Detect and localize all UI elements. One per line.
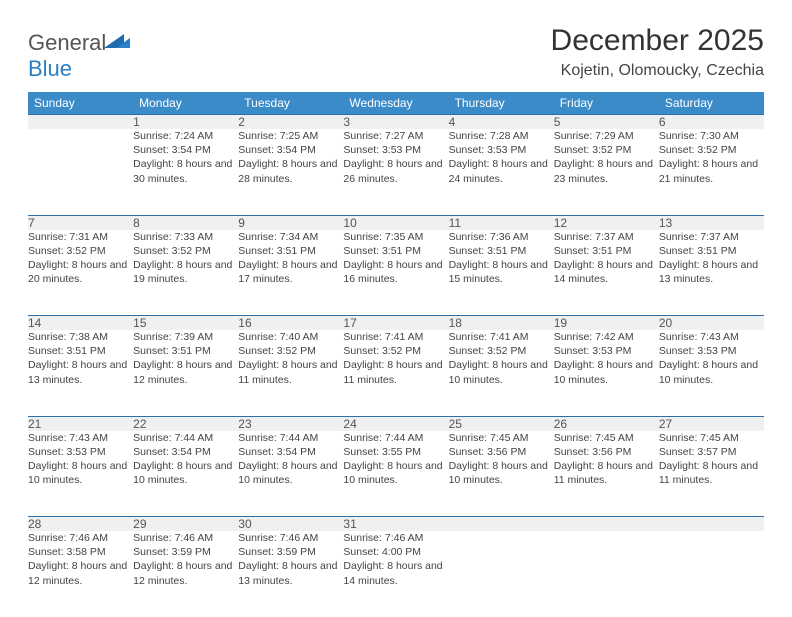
day-content-cell: Sunrise: 7:44 AMSunset: 3:55 PMDaylight:… xyxy=(343,431,448,517)
day-content-cell: Sunrise: 7:44 AMSunset: 3:54 PMDaylight:… xyxy=(238,431,343,517)
brand-part1: General xyxy=(28,30,106,55)
day-content-cell xyxy=(659,531,764,617)
day-number-cell: 16 xyxy=(238,316,343,331)
day-content-row: Sunrise: 7:43 AMSunset: 3:53 PMDaylight:… xyxy=(28,431,764,517)
day-content-cell: Sunrise: 7:34 AMSunset: 3:51 PMDaylight:… xyxy=(238,230,343,316)
day-content-cell xyxy=(554,531,659,617)
day-content-cell xyxy=(449,531,554,617)
day-number-cell: 21 xyxy=(28,416,133,431)
day-number-row: 14151617181920 xyxy=(28,316,764,331)
day-content-cell: Sunrise: 7:41 AMSunset: 3:52 PMDaylight:… xyxy=(343,330,448,416)
day-content-cell: Sunrise: 7:41 AMSunset: 3:52 PMDaylight:… xyxy=(449,330,554,416)
weekday-header: Thursday xyxy=(449,92,554,115)
day-content-cell: Sunrise: 7:25 AMSunset: 3:54 PMDaylight:… xyxy=(238,129,343,215)
day-number-cell xyxy=(449,517,554,532)
day-content-cell: Sunrise: 7:46 AMSunset: 3:58 PMDaylight:… xyxy=(28,531,133,617)
weekday-header: Saturday xyxy=(659,92,764,115)
day-number-cell: 6 xyxy=(659,115,764,130)
weekday-header: Wednesday xyxy=(343,92,448,115)
day-number-cell: 26 xyxy=(554,416,659,431)
day-content-cell: Sunrise: 7:43 AMSunset: 3:53 PMDaylight:… xyxy=(28,431,133,517)
day-number-cell: 14 xyxy=(28,316,133,331)
day-content-cell: Sunrise: 7:46 AMSunset: 4:00 PMDaylight:… xyxy=(343,531,448,617)
day-number-cell: 27 xyxy=(659,416,764,431)
weekday-header: Friday xyxy=(554,92,659,115)
brand-part2: Blue xyxy=(28,56,72,81)
day-content-cell: Sunrise: 7:37 AMSunset: 3:51 PMDaylight:… xyxy=(554,230,659,316)
day-number-cell: 3 xyxy=(343,115,448,130)
day-number-cell: 28 xyxy=(28,517,133,532)
day-content-cell: Sunrise: 7:24 AMSunset: 3:54 PMDaylight:… xyxy=(133,129,238,215)
day-content-row: Sunrise: 7:46 AMSunset: 3:58 PMDaylight:… xyxy=(28,531,764,617)
day-number-row: 78910111213 xyxy=(28,215,764,230)
day-number-cell: 13 xyxy=(659,215,764,230)
day-number-cell: 17 xyxy=(343,316,448,331)
header: General Blue December 2025 Kojetin, Olom… xyxy=(28,24,764,82)
day-number-cell: 7 xyxy=(28,215,133,230)
day-number-cell: 2 xyxy=(238,115,343,130)
weekday-header: Tuesday xyxy=(238,92,343,115)
day-number-cell: 10 xyxy=(343,215,448,230)
brand-mark-icon xyxy=(104,30,130,50)
day-number-cell: 8 xyxy=(133,215,238,230)
day-content-cell: Sunrise: 7:44 AMSunset: 3:54 PMDaylight:… xyxy=(133,431,238,517)
day-number-cell: 23 xyxy=(238,416,343,431)
day-number-row: 28293031 xyxy=(28,517,764,532)
day-content-row: Sunrise: 7:38 AMSunset: 3:51 PMDaylight:… xyxy=(28,330,764,416)
day-number-cell: 4 xyxy=(449,115,554,130)
day-content-cell: Sunrise: 7:33 AMSunset: 3:52 PMDaylight:… xyxy=(133,230,238,316)
day-number-cell xyxy=(659,517,764,532)
day-number-row: 123456 xyxy=(28,115,764,130)
day-content-cell: Sunrise: 7:38 AMSunset: 3:51 PMDaylight:… xyxy=(28,330,133,416)
day-content-cell: Sunrise: 7:36 AMSunset: 3:51 PMDaylight:… xyxy=(449,230,554,316)
day-number-cell: 12 xyxy=(554,215,659,230)
day-number-cell: 5 xyxy=(554,115,659,130)
day-number-cell: 9 xyxy=(238,215,343,230)
day-content-cell xyxy=(28,129,133,215)
day-content-cell: Sunrise: 7:27 AMSunset: 3:53 PMDaylight:… xyxy=(343,129,448,215)
day-number-cell: 18 xyxy=(449,316,554,331)
month-title: December 2025 xyxy=(551,24,764,58)
day-content-cell: Sunrise: 7:46 AMSunset: 3:59 PMDaylight:… xyxy=(238,531,343,617)
day-content-cell: Sunrise: 7:35 AMSunset: 3:51 PMDaylight:… xyxy=(343,230,448,316)
day-content-cell: Sunrise: 7:46 AMSunset: 3:59 PMDaylight:… xyxy=(133,531,238,617)
day-content-row: Sunrise: 7:24 AMSunset: 3:54 PMDaylight:… xyxy=(28,129,764,215)
day-content-cell: Sunrise: 7:31 AMSunset: 3:52 PMDaylight:… xyxy=(28,230,133,316)
day-content-cell: Sunrise: 7:43 AMSunset: 3:53 PMDaylight:… xyxy=(659,330,764,416)
day-number-cell: 29 xyxy=(133,517,238,532)
day-number-cell: 24 xyxy=(343,416,448,431)
day-number-cell xyxy=(554,517,659,532)
day-content-cell: Sunrise: 7:42 AMSunset: 3:53 PMDaylight:… xyxy=(554,330,659,416)
day-number-cell xyxy=(28,115,133,130)
day-number-cell: 19 xyxy=(554,316,659,331)
weekday-header: Monday xyxy=(133,92,238,115)
brand-logo: General Blue xyxy=(28,24,130,82)
day-number-cell: 15 xyxy=(133,316,238,331)
day-content-cell: Sunrise: 7:29 AMSunset: 3:52 PMDaylight:… xyxy=(554,129,659,215)
day-content-cell: Sunrise: 7:45 AMSunset: 3:56 PMDaylight:… xyxy=(449,431,554,517)
day-content-cell: Sunrise: 7:45 AMSunset: 3:56 PMDaylight:… xyxy=(554,431,659,517)
day-number-cell: 30 xyxy=(238,517,343,532)
day-number-cell: 11 xyxy=(449,215,554,230)
day-number-cell: 31 xyxy=(343,517,448,532)
calendar-table: Sunday Monday Tuesday Wednesday Thursday… xyxy=(28,92,764,617)
day-content-cell: Sunrise: 7:40 AMSunset: 3:52 PMDaylight:… xyxy=(238,330,343,416)
day-number-cell: 22 xyxy=(133,416,238,431)
weekday-header: Sunday xyxy=(28,92,133,115)
location-text: Kojetin, Olomoucky, Czechia xyxy=(551,62,764,80)
day-number-row: 21222324252627 xyxy=(28,416,764,431)
brand-text: General Blue xyxy=(28,30,130,82)
day-number-cell: 1 xyxy=(133,115,238,130)
day-content-cell: Sunrise: 7:39 AMSunset: 3:51 PMDaylight:… xyxy=(133,330,238,416)
weekday-header-row: Sunday Monday Tuesday Wednesday Thursday… xyxy=(28,92,764,115)
day-number-cell: 20 xyxy=(659,316,764,331)
day-content-cell: Sunrise: 7:28 AMSunset: 3:53 PMDaylight:… xyxy=(449,129,554,215)
day-content-cell: Sunrise: 7:45 AMSunset: 3:57 PMDaylight:… xyxy=(659,431,764,517)
day-number-cell: 25 xyxy=(449,416,554,431)
day-content-cell: Sunrise: 7:37 AMSunset: 3:51 PMDaylight:… xyxy=(659,230,764,316)
day-content-cell: Sunrise: 7:30 AMSunset: 3:52 PMDaylight:… xyxy=(659,129,764,215)
title-block: December 2025 Kojetin, Olomoucky, Czechi… xyxy=(551,24,764,80)
day-content-row: Sunrise: 7:31 AMSunset: 3:52 PMDaylight:… xyxy=(28,230,764,316)
